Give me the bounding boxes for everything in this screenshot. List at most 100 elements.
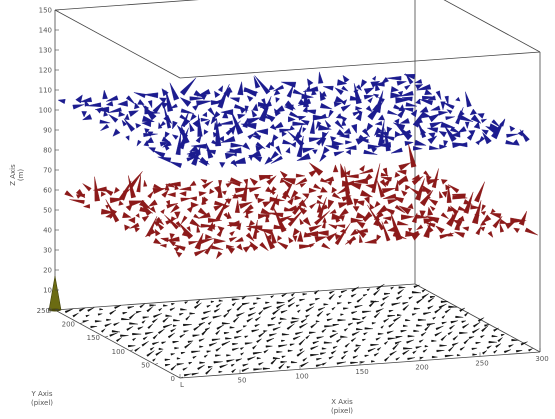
vector-arrow — [82, 320, 89, 323]
vector-arrow — [279, 128, 294, 133]
vector-arrow — [147, 190, 154, 199]
vector-arrow — [222, 110, 229, 119]
vector-arrow — [488, 340, 497, 344]
vector-arrow — [342, 74, 350, 84]
vector-arrow — [213, 308, 220, 313]
vector-arrow — [407, 203, 414, 210]
vector-arrow — [299, 218, 305, 225]
vector-arrow — [85, 314, 90, 318]
vector-arrow — [196, 89, 211, 97]
vector-arrow — [302, 357, 308, 362]
vector-arrow — [72, 104, 85, 110]
vector-arrow — [461, 320, 466, 324]
vector-arrow — [105, 100, 114, 107]
vector-arrow — [247, 312, 256, 317]
vector-arrow — [193, 325, 201, 331]
vector-arrow — [106, 95, 119, 102]
vector-arrow — [500, 333, 506, 337]
vector-arrow — [319, 153, 327, 163]
vector-arrow — [246, 117, 261, 125]
vector-arrow — [256, 128, 269, 135]
x-tick-label: L — [180, 381, 184, 389]
vector-arrow — [141, 215, 150, 222]
vector-arrow — [345, 145, 357, 151]
vector-arrow — [200, 223, 217, 228]
vector-arrow — [450, 131, 461, 138]
vector-arrow — [202, 180, 214, 189]
z-tick-label: 100 — [39, 107, 52, 115]
vector-arrow — [315, 364, 323, 368]
vector-arrow — [405, 102, 417, 107]
vector-arrow — [380, 139, 385, 145]
vector-arrow — [434, 307, 442, 314]
vector-arrow — [223, 212, 229, 220]
vector-arrow — [407, 335, 415, 338]
vector-arrow — [355, 106, 363, 111]
vector-arrow — [419, 210, 426, 219]
y-tick-label: 0 — [171, 375, 175, 383]
vector-arrow — [337, 319, 346, 322]
vector-arrow — [455, 96, 461, 102]
vector-arrow — [487, 230, 494, 238]
vector-arrow — [164, 364, 171, 367]
vector-arrow — [226, 147, 242, 154]
vector-arrow — [528, 348, 533, 352]
vector-arrow — [343, 328, 348, 332]
vector-arrow — [125, 95, 136, 105]
y-axis-ticks: 0 50 100 150 200 250 — [37, 307, 184, 383]
vector-arrow — [373, 352, 379, 357]
vector-arrow — [155, 216, 164, 226]
vector-arrow — [326, 232, 337, 242]
vector-arrow — [352, 206, 360, 212]
vector-arrow — [137, 326, 144, 330]
vector-arrow — [248, 150, 262, 158]
vector-arrow — [335, 224, 346, 229]
vector-arrow — [493, 350, 498, 354]
vector-arrow — [158, 308, 163, 312]
vector-arrow — [241, 367, 250, 373]
vector-arrow — [405, 184, 411, 191]
vector-arrow — [241, 302, 250, 306]
vector-arrow — [338, 294, 343, 299]
vector-arrow — [122, 211, 132, 219]
x-axis-unit: (pixel) — [331, 407, 353, 415]
vector-arrow — [214, 98, 224, 105]
vector-arrow — [230, 363, 236, 367]
vector-arrow — [373, 217, 381, 225]
vector-arrow — [419, 106, 429, 113]
vector-arrow — [310, 322, 317, 329]
vector-arrow — [169, 233, 175, 240]
z-tick-label: 20 — [43, 267, 52, 275]
vector-arrow — [149, 206, 156, 214]
z-tick-label: 50 — [43, 207, 52, 215]
vector-arrow — [206, 149, 217, 155]
vector-arrow — [116, 337, 122, 343]
vector-arrow — [125, 135, 130, 141]
vector-arrow — [438, 110, 448, 116]
vector-arrow — [243, 87, 259, 93]
vector-arrow — [336, 338, 342, 343]
vector-arrow — [380, 172, 389, 177]
vector-arrow — [331, 213, 344, 220]
vector-arrow — [230, 157, 247, 164]
vector-arrow — [297, 230, 304, 242]
vector-arrow — [265, 141, 271, 149]
vector-arrow — [482, 132, 492, 145]
vector-arrow — [273, 89, 281, 96]
vector-arrow — [292, 121, 308, 126]
vector-arrow — [489, 213, 502, 219]
vector-arrow — [330, 350, 337, 355]
vector-arrow — [100, 328, 106, 333]
vector-arrow — [272, 356, 280, 360]
z-tick-label: 90 — [43, 127, 52, 135]
vector-arrow — [189, 96, 206, 101]
vector-arrow — [244, 105, 249, 114]
vector-arrow — [389, 350, 397, 356]
vector-arrow — [405, 318, 411, 322]
vector-arrow — [422, 349, 428, 353]
vector-arrow — [356, 321, 364, 325]
vector-arrow — [137, 99, 145, 105]
vector-arrow — [226, 211, 232, 219]
vector-arrow — [245, 232, 255, 242]
vector-arrow — [172, 324, 178, 327]
